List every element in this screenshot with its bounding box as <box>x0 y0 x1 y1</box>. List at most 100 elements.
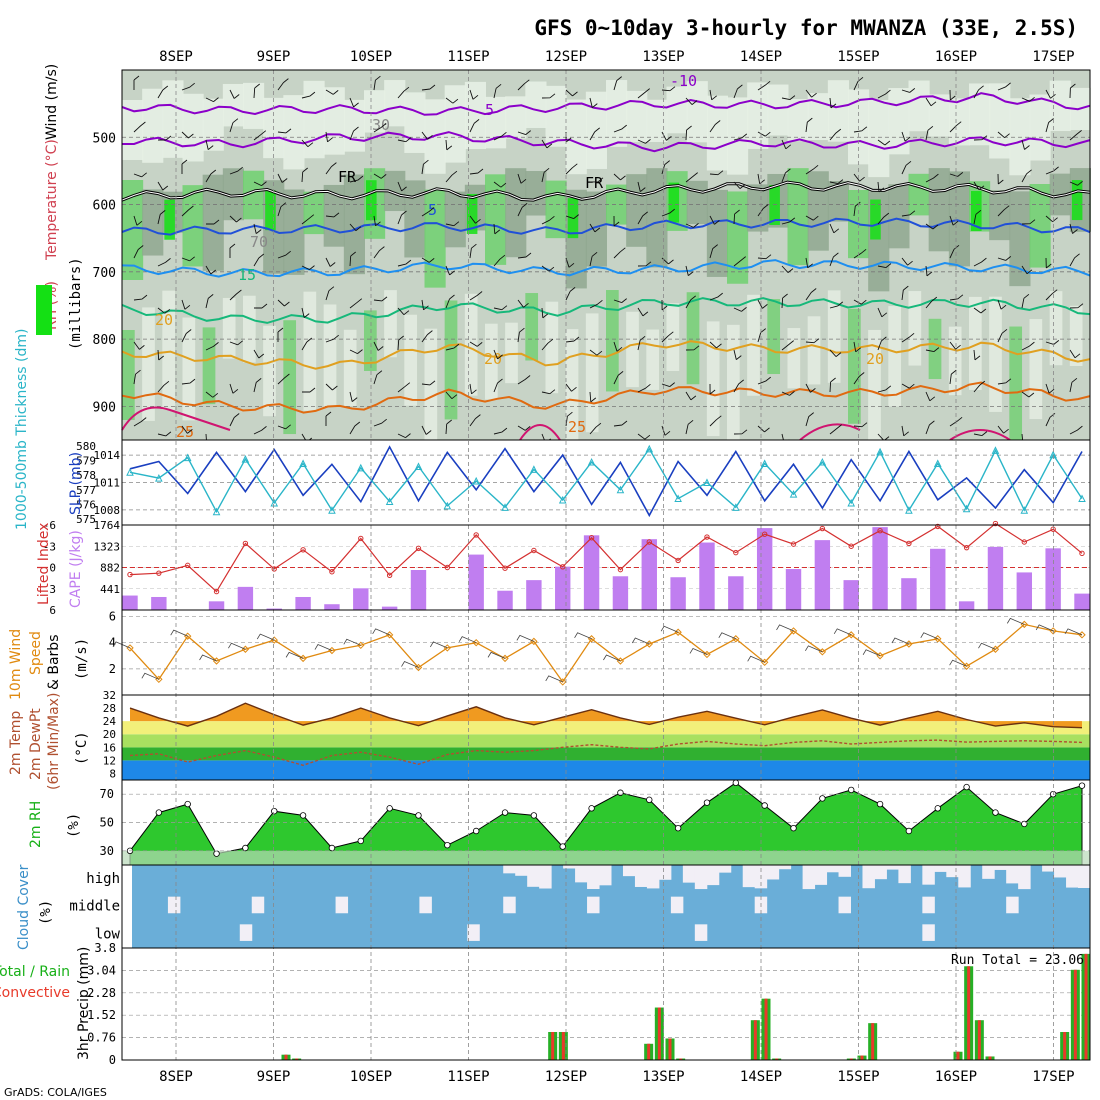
thickness-tick-label: 575 <box>76 513 96 526</box>
wind-barb <box>1021 265 1033 275</box>
temp2m-units-label: (°C) <box>74 731 90 765</box>
wind-barb <box>829 377 836 393</box>
wind-barb <box>901 383 915 389</box>
wind10m-barb <box>314 644 333 651</box>
isotherm-line <box>121 217 1091 236</box>
cloud-high-gap <box>778 865 792 870</box>
wind-barb <box>973 181 985 191</box>
cloud-middle-gap <box>335 896 349 914</box>
wind-barb <box>661 131 672 141</box>
wind-barb <box>1069 83 1076 99</box>
rh-lower-patch <box>525 293 539 361</box>
cape-tick-label: 882 <box>100 562 120 575</box>
wind-barb <box>925 347 940 353</box>
cloud-high-gap <box>563 865 576 869</box>
wind-barb <box>397 137 412 143</box>
temp2m-line <box>129 702 1083 729</box>
cape-bar <box>151 596 167 610</box>
wind-barb <box>517 79 530 91</box>
rh2m-marker <box>617 789 624 796</box>
wind10m-marker <box>703 650 711 659</box>
rh2m-marker <box>155 809 163 816</box>
wind-barb <box>373 418 387 427</box>
precip-conv-bar <box>764 998 768 1060</box>
wind10m-marker <box>847 631 855 639</box>
wind-barb <box>253 181 267 187</box>
temp2m-tick-label: 12 <box>103 754 116 767</box>
lifted-index-marker <box>733 549 739 556</box>
rh-lower-patch <box>585 313 599 433</box>
precip-conv-bar <box>551 1032 555 1060</box>
rh-lower-patch <box>727 324 740 444</box>
wind-barb <box>325 411 332 426</box>
wind-axis-label: Wind (m/s) <box>44 64 60 140</box>
cloud-high-gap <box>946 865 959 878</box>
wind-barb <box>181 329 192 343</box>
wind-barb <box>158 135 172 141</box>
precip-tick-label: 2.28 <box>87 986 116 1000</box>
rh2m-marker <box>1021 820 1028 828</box>
cloud-low-gap <box>694 924 708 941</box>
wind-barb <box>325 286 335 301</box>
rh-lower-patch <box>505 322 518 384</box>
wind-barb <box>229 289 242 301</box>
rh2m-tick-label: 70 <box>100 787 114 801</box>
wind-barb <box>733 209 740 225</box>
thickness-marker <box>414 462 423 470</box>
wind-barb <box>1045 89 1056 99</box>
wind10m-speed-label: Speed <box>28 631 44 675</box>
wind-barb <box>685 295 696 309</box>
wind-barb <box>397 382 411 393</box>
isotherm-line <box>121 340 1091 370</box>
wind-barb <box>877 139 891 146</box>
wind-barb <box>469 89 479 100</box>
rh2m-tick-label: 50 <box>100 816 114 830</box>
wind-barb <box>925 97 937 107</box>
wind10m-barb <box>862 649 881 657</box>
wind-barb <box>421 299 429 311</box>
wind-barb <box>589 391 597 403</box>
wind-barb <box>133 172 147 178</box>
rh2m-marker <box>213 850 220 857</box>
contour-label: 20 <box>155 311 173 329</box>
rh-moist-band <box>888 184 910 249</box>
isotherm-line <box>121 297 1091 324</box>
wind-barb <box>709 170 724 176</box>
cape-bar <box>353 588 369 610</box>
wind-barb <box>253 253 265 267</box>
wind-barb <box>1045 412 1056 427</box>
cloud-high-gap <box>814 865 828 885</box>
lifted-index-marker <box>992 520 999 527</box>
wind-barb <box>133 417 147 427</box>
rh-dry-patch <box>1009 98 1031 176</box>
thickness-tick-label: 580 <box>76 440 96 453</box>
wind-barb <box>757 254 772 260</box>
rh-lower-patch <box>485 323 498 400</box>
wind10m-marker <box>616 657 625 665</box>
wind-barb <box>397 86 410 99</box>
wind-barb <box>541 93 556 99</box>
wind-barb <box>157 349 164 361</box>
wind10m-barb <box>401 661 419 668</box>
wind-barb <box>421 425 432 435</box>
rh2m-marker <box>674 824 682 832</box>
precip-conv-bar <box>988 1056 992 1060</box>
wind-barb <box>349 421 361 435</box>
cape-bar <box>728 576 744 610</box>
wind-barb <box>133 369 141 385</box>
thickness-marker <box>674 494 682 503</box>
rh-moist-band <box>948 171 970 267</box>
wind-barb <box>517 173 527 184</box>
wind-barb <box>181 425 193 434</box>
lifted-index-marker <box>300 547 306 553</box>
wind-barb <box>997 328 1008 343</box>
rh2m-low-band <box>122 850 1090 865</box>
cloud-high-gap <box>622 865 636 877</box>
wind-barb <box>133 121 146 133</box>
cloud-high-gap <box>527 865 540 887</box>
rh-lower-patch <box>263 325 276 417</box>
wind-barb <box>661 257 674 265</box>
wind-barb <box>901 131 911 142</box>
wind-barb <box>709 415 722 427</box>
thickness-marker <box>616 485 625 494</box>
